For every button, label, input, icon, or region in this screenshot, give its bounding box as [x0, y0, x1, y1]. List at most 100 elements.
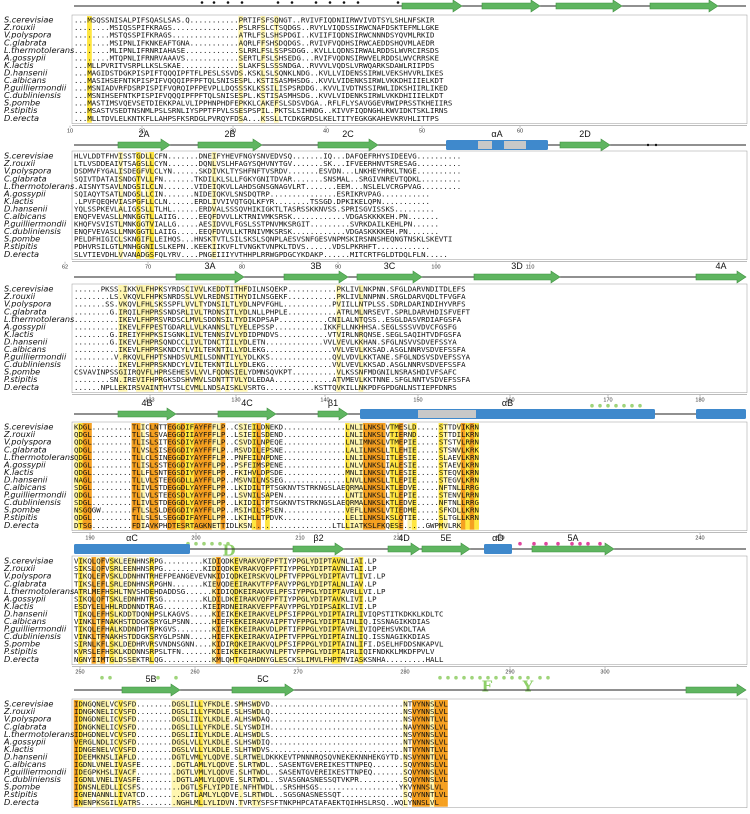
species-name: A.gossypii: [3, 593, 46, 603]
conservation-column: [211, 700, 217, 807]
beta-strand-arrow: [292, 542, 345, 556]
conservation-column: [403, 700, 408, 807]
sequence-row: ...MLLPVRITVSRPLLKSLSKAE.............SLA…: [74, 61, 434, 70]
beta-strand-arrow: [197, 138, 263, 152]
conservation-column: [398, 423, 404, 530]
green-dot-marker: [638, 403, 642, 408]
green-dot-marker: [218, 541, 222, 546]
ruler-label: 50: [419, 129, 425, 135]
sequence-row: QDGL.........TLISLSITEGSDIYAYFFFLP..CSVD…: [74, 438, 479, 447]
conservation-column: [305, 557, 310, 664]
species-name: A.gossypii: [3, 736, 46, 746]
helix-gap-segment: [418, 410, 476, 418]
species-name: S.pombe: [4, 98, 40, 108]
ss-element-label: β2: [313, 533, 323, 543]
conservation-column: [309, 557, 315, 664]
sequence-row: ........MSIPNLIFKNKEAFTGNA...........AQR…: [74, 38, 435, 47]
species-name: C.albicans: [4, 211, 47, 221]
green-dot-marker: [100, 675, 104, 680]
conservation-column: [318, 557, 324, 664]
conservation-column: [238, 700, 244, 807]
conservation-column: [136, 152, 141, 259]
green-dot-marker: [454, 675, 458, 680]
conservation-column: [73, 423, 79, 530]
conservation-column: [238, 16, 244, 123]
green-dot-marker: [462, 675, 466, 680]
beta-strand-arrow: [356, 270, 423, 284]
sequence-row: ..........IKEVLFHPRSKNDCYLVILTEKNTILLYDL…: [74, 360, 466, 369]
conservation-column: [131, 557, 137, 664]
conservation-column: [118, 700, 123, 807]
species-name: A.gossypii: [3, 459, 46, 469]
sequence-row: HLVLDDTFHVISSTGDLLCFN.......DNEIFYHEVFNG…: [74, 152, 461, 161]
conservation-column: [87, 16, 92, 123]
conservation-column: [225, 700, 230, 807]
sequence-row: KVRSLEFHSKLKDDNNSRPSLTFN.......KIEIKEKEI…: [74, 647, 435, 656]
ss-element-label: 3A: [204, 261, 215, 271]
beta-strand-arrow: [117, 407, 177, 421]
conservation-column: [340, 557, 346, 664]
magenta-dot-marker: [532, 541, 536, 546]
ruler-label: 70: [145, 265, 151, 271]
ruler-label: 130: [231, 398, 240, 404]
species-name: Z.rouxii: [3, 706, 36, 716]
conservation-column: [469, 423, 475, 530]
conservation-column: [73, 700, 79, 807]
sequence-row: IDEGPKHSLIVACF.........DGTLVMLYLQDVE.SLH…: [74, 768, 448, 777]
species-name: Z.rouxii: [3, 22, 36, 32]
ruler-label: 280: [400, 670, 409, 676]
conservation-column: [144, 285, 150, 392]
sequence-row: DTSG.........FDIAVKPHDTESRTAGKNETTIDLKSN…: [74, 521, 462, 530]
sequence-row: .AISNYTSAVLNDGSILCLN.......VIDEIQKVLLAHD…: [74, 182, 461, 191]
species-name: C.glabrata: [4, 578, 47, 588]
species-name: P.guilliermondii: [4, 219, 67, 229]
sequence-row: CSVAVINPSSGIIRQVFLHPRSEHESVLVVLFQDNSIELY…: [74, 368, 457, 377]
species-name: K.lactis: [4, 329, 34, 339]
species-name: S.cerevisiae: [4, 284, 53, 294]
species-name: V.polyspora: [4, 299, 51, 309]
alignment-frame: [71, 150, 748, 260]
green-dot-marker: [194, 541, 198, 546]
sequence-row: IGDNLVNELIVASFE........DGTLAMLYLQDVE.SLR…: [74, 760, 448, 769]
conservation-column: [131, 700, 137, 807]
species-name: D.hansenii: [4, 608, 48, 618]
sequence-row: ........MTQPNLIFRNRVAAAVS............SER…: [74, 53, 439, 62]
sequence-row: SIRNLKFLSKLDEDHRVRSVNDNSGNN....KIDIRQKEI…: [74, 640, 443, 649]
green-dot-marker: [446, 675, 450, 680]
conservation-column: [167, 423, 172, 530]
ruler-label: 20: [139, 129, 145, 135]
ss-element-label: 2A: [138, 129, 149, 139]
sequence-row: ......PKSS.IKKVLFHPKSYRDSCIVVLKEDDTITHFD…: [74, 285, 466, 294]
alpha-helix-bar: [74, 544, 190, 554]
conservation-column: [180, 700, 186, 807]
sequence-row: ...MLLTDVLELKNTKFLLAHPSFKSRDGLPVRQYFDSA.…: [74, 114, 439, 123]
ruler-label: 300: [600, 670, 609, 676]
species-name: V.polyspora: [4, 571, 51, 581]
conservation-column: [336, 557, 341, 664]
sequence-row: ........G.IRQILFHPRSSNDSRLIVLTRDNSITLYDL…: [74, 307, 471, 316]
conservation-column: [171, 700, 177, 807]
conservation-column: [225, 285, 230, 392]
species-name: C.dubliniensis: [4, 631, 62, 641]
sequence-row: .LPVFQEQHVIASPGFLLCLN......ERDLIVVIVQTGQ…: [74, 197, 430, 206]
green-dot-marker: [502, 675, 506, 680]
conservation-column: [216, 285, 221, 392]
alignment-block: αC β2 4D 5E αD 5A S.cerevisiae VIKQLQFVSKLEENHN…: [3, 533, 748, 696]
magenta-dot-marker: [544, 541, 548, 546]
sequence-row: ........MSIQSSPIFKRAGS...............PSL…: [74, 23, 439, 32]
species-name: C.dubliniensis: [4, 774, 62, 784]
sequence-row: QDGL.........TLLSLSLSEGGDIFAYFLLPP..LKIH…: [74, 513, 479, 522]
alignment-block: 4B 4C β1 αB S.cerevisiae KDGL.........TLICLNT…: [3, 398, 748, 560]
conservation-column: [122, 700, 128, 807]
ruler-label: 123: [145, 398, 154, 404]
sequence-row: SIKQLQFTSKLEDNHNTRSG.........KLDILDKEIRA…: [74, 594, 377, 603]
conservation-column: [411, 700, 417, 807]
species-name: S.pombe: [4, 639, 40, 649]
beta-strand-arrow: [421, 542, 471, 556]
conservation-column: [216, 423, 221, 530]
species-name: Z.rouxii: [3, 563, 36, 573]
ruler-label: 240: [695, 536, 704, 542]
beta-strand-arrow: [317, 407, 349, 421]
conservation-column: [184, 285, 190, 392]
dot-marker: [356, 1, 360, 4]
